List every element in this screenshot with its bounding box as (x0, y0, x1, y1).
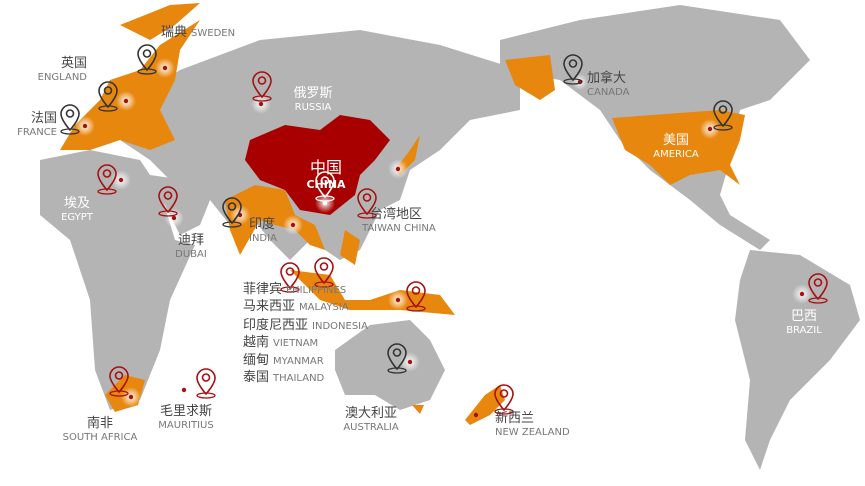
label-egypt: 埃及 EGYPT (61, 196, 93, 223)
label-india: 印度 INDIA (249, 217, 277, 244)
label-taiwan: 台湾地区 TAIWAN CHINA (362, 207, 436, 234)
label-china: 中国 CHINA (306, 158, 346, 191)
location-dots (75, 58, 812, 418)
label-thailand: 泰国 THAILAND (243, 370, 325, 385)
label-sweden: 瑞典 SWEDEN (161, 25, 236, 40)
label-brazil: 巴西 BRAZIL (786, 309, 822, 336)
label-dubai: 迪拜 DUBAI (175, 233, 207, 260)
label-mauritius: 毛里求斯 MAURITIUS (158, 404, 214, 431)
china-region (245, 115, 390, 215)
label-france: 法国 FRANCE (17, 111, 57, 138)
alaska-region (505, 55, 555, 100)
label-indonesia: 印度尼西亚 INDONESIA (243, 318, 368, 333)
philippines-region (340, 230, 360, 265)
australia-land (335, 320, 445, 410)
africa-land (40, 150, 195, 410)
label-canada: 加拿大 CANADA (587, 71, 630, 98)
label-south-africa: 南非 SOUTH AFRICA (62, 416, 138, 443)
label-america: 美国 AMERICA (653, 133, 699, 160)
label-england: 英国 ENGLAND (37, 56, 87, 83)
label-philippines: 菲律宾 PHILIPPINES (243, 282, 347, 297)
scandinavia-region (120, 3, 200, 40)
label-myanmar: 缅甸 MYANMAR (243, 353, 324, 368)
tasmania-region (412, 405, 424, 414)
europe-region (60, 20, 200, 150)
pin-mauritius-icon[interactable] (196, 368, 216, 399)
india-region (225, 185, 325, 255)
south-america-land (735, 250, 860, 470)
label-new-zealand: 新西兰 NEW ZEALAND (495, 411, 570, 438)
arabia-land (150, 175, 210, 235)
label-russia: 俄罗斯 RUSSIA (293, 86, 333, 113)
label-australia: 澳大利亚 AUSTRALIA (343, 406, 399, 433)
label-vietnam: 越南 VIETNAM (243, 335, 319, 350)
pin-france-icon[interactable] (60, 104, 80, 135)
label-malaysia: 马来西亚 MALAYSIA (243, 299, 349, 314)
